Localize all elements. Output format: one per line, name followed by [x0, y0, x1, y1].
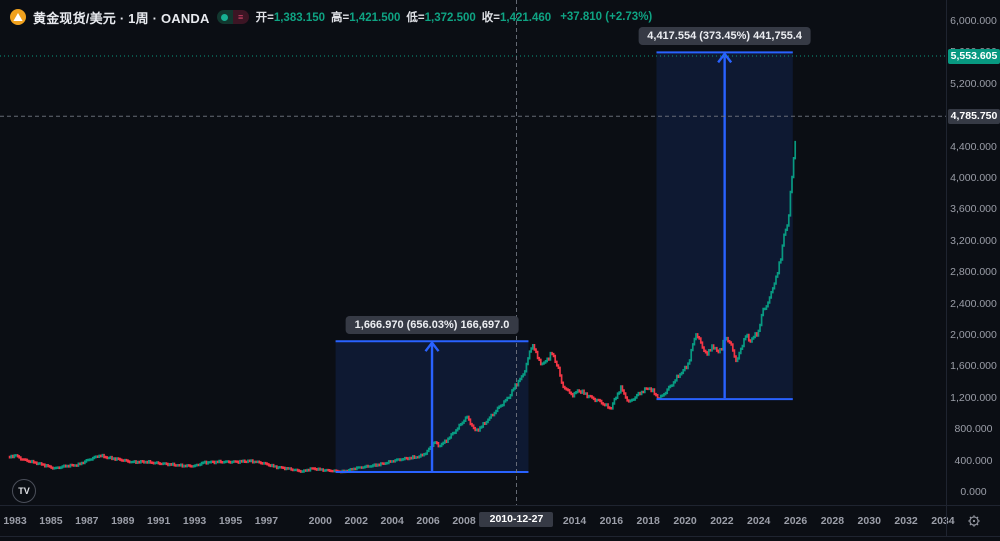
price-tick-label: 5,200.000 — [950, 77, 997, 90]
price-tick-label: 800.000 — [954, 423, 993, 436]
time-tick-label: 2028 — [820, 515, 845, 527]
time-tick-label: 2000 — [308, 515, 332, 527]
measurement-label-2[interactable]: 4,417.554 (373.45%) 441,755.4 — [638, 27, 812, 46]
toggle-on-icon — [216, 10, 233, 24]
time-tick-label: 2002 — [344, 515, 368, 527]
tradingview-logo-text: TV — [18, 486, 30, 496]
measurement-label-1[interactable]: 1,666.970 (656.03%) 166,697.0 — [345, 316, 519, 335]
close-value: 1,421.460 — [500, 12, 552, 24]
time-tick-label: 1987 — [75, 515, 99, 527]
change-value: +37.810 (+2.73%) — [560, 11, 653, 23]
time-tick-label: 2026 — [783, 515, 808, 527]
price-tick-label: 4,000.000 — [950, 172, 997, 184]
time-tick-label: 1995 — [218, 515, 243, 527]
axis-settings-corner[interactable] — [946, 505, 1000, 536]
price-tick-label: 1,200.000 — [950, 391, 997, 404]
time-tick-label: 2016 — [599, 515, 624, 527]
time-tick-label: 2014 — [562, 515, 587, 527]
toggle-menu-icon: ≡ — [232, 10, 249, 24]
price-tick-label: 2,400.000 — [950, 297, 997, 310]
price-tick-label: 400.000 — [954, 454, 993, 467]
time-tick-label: 2024 — [747, 515, 771, 527]
crosshair-date-badge: 2010-12-27 — [479, 512, 554, 527]
source-toggle[interactable]: ≡ — [216, 10, 249, 24]
price-tick-label: 2,000.000 — [950, 329, 997, 341]
time-tick-label: 2022 — [710, 515, 734, 527]
high-value: 1,421.500 — [349, 12, 401, 24]
time-tick-label: 1991 — [146, 515, 171, 527]
gold-coin-icon — [10, 9, 26, 25]
last-price-badge: 5,553.605 — [948, 48, 1000, 64]
open-value: 1,383.150 — [273, 12, 326, 24]
time-tick-label: 1989 — [111, 515, 135, 527]
time-tick-label: 1985 — [39, 515, 63, 527]
open-label: 开= — [255, 12, 274, 24]
time-tick-label: 2030 — [857, 515, 881, 527]
time-tick-label: 1983 — [3, 515, 27, 527]
time-tick-label: 1997 — [254, 515, 279, 527]
time-tick-label: 2034 — [931, 515, 955, 527]
measurement-arrowhead-icon-2 — [717, 51, 733, 64]
price-tick-label: 4,400.000 — [950, 140, 997, 153]
measurement-arrowhead-icon-1 — [424, 340, 440, 352]
crosshair-price-badge: 4,785.750 — [948, 108, 1000, 124]
candlestick-chart[interactable] — [0, 0, 946, 505]
low-value: 1,372.500 — [424, 12, 476, 24]
high-label: 高= — [331, 12, 350, 24]
tradingview-logo[interactable]: TV — [12, 479, 36, 503]
close-label: 收= — [481, 12, 501, 24]
gear-icon[interactable] — [967, 514, 981, 528]
price-tick-label: 0.000 — [960, 486, 987, 498]
price-tick-label: 3,600.000 — [950, 203, 997, 216]
price-axis[interactable]: 5,553.605 4,785.750 6,000.0005,600.0005,… — [946, 0, 1000, 505]
price-tick-label: 1,600.000 — [950, 360, 997, 373]
time-tick-label: 2020 — [673, 515, 697, 527]
symbol-title[interactable]: 黄金现货/美元 · 1周 · OANDA — [33, 10, 210, 26]
price-tick-label: 6,000.000 — [950, 15, 997, 27]
price-tick-label: 3,200.000 — [950, 234, 997, 247]
candles-down — [8, 332, 758, 474]
time-tick-label: 2008 — [452, 515, 476, 527]
time-tick-label: 2032 — [894, 515, 918, 527]
symbol-legend: 黄金现货/美元 · 1周 · OANDA ≡ 开=1,383.150 高=1,4… — [10, 8, 652, 26]
time-tick-label: 2018 — [636, 515, 660, 527]
low-label: 低= — [406, 12, 425, 24]
candles-up — [10, 140, 797, 474]
time-axis[interactable]: 2010-12-27 1983 1985 1987 1989 1991 1993 1995 1… — [0, 505, 955, 536]
time-tick-label: 2006 — [416, 515, 440, 527]
time-tick-label: 2004 — [380, 515, 404, 527]
price-chart-pane[interactable]: 黄金现货/美元 · 1周 · OANDA ≡ 开=1,383.150 高=1,4… — [0, 0, 946, 505]
price-tick-label: 2,800.000 — [950, 266, 997, 279]
ohlc-readout: 开=1,383.150 高=1,421.500 低=1,372.500 收=1,… — [256, 9, 552, 25]
time-tick-label: 1993 — [182, 515, 207, 527]
window-bottom-edge — [0, 536, 1000, 537]
